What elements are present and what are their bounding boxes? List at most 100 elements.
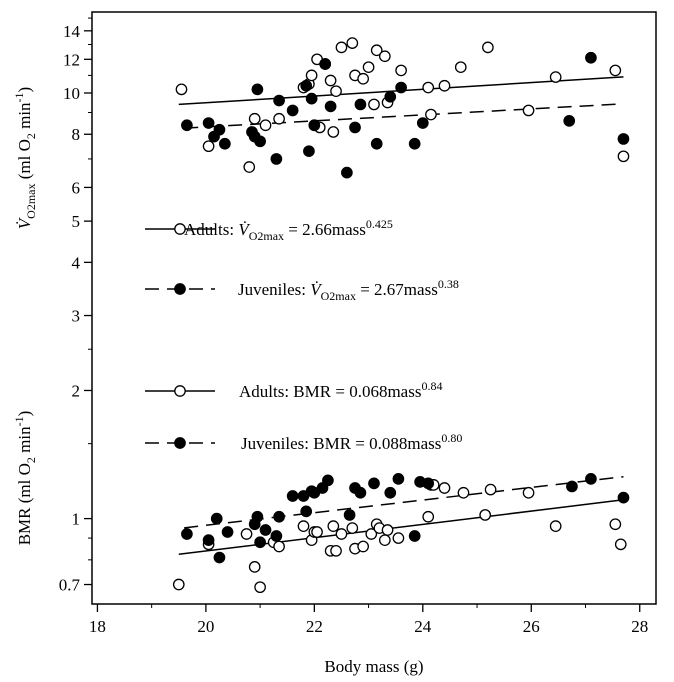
filled-point	[354, 486, 367, 499]
fit-line	[178, 499, 624, 556]
filled-point	[585, 51, 597, 64]
open-point	[549, 520, 562, 532]
fit-line	[184, 475, 624, 529]
filled-point	[273, 94, 285, 107]
filled-point	[303, 145, 315, 158]
filled-point	[254, 536, 266, 549]
filled-point	[286, 490, 299, 502]
open-point	[175, 83, 188, 96]
filled-point	[392, 472, 405, 485]
open-point	[324, 74, 337, 87]
open-point	[395, 64, 407, 77]
y-tick-label: 5	[72, 212, 81, 231]
open-point	[243, 161, 256, 173]
open-point	[484, 483, 497, 496]
filled-point	[341, 166, 353, 179]
open-point	[454, 61, 467, 74]
legend-entry: Adults: V̇O2max = 2.66mass0.425	[184, 217, 393, 243]
open-point	[335, 528, 348, 540]
open-point	[378, 534, 391, 546]
axis-labels: Body mass (g) V̇O2max (ml O2 min-1) BMR (m…	[12, 87, 424, 676]
y-tick-label: 2	[72, 381, 81, 400]
open-point	[609, 518, 622, 531]
x-tick-label: 22	[306, 617, 323, 636]
open-point	[368, 98, 380, 111]
filled-point	[324, 100, 337, 113]
open-point	[381, 524, 394, 536]
filled-point	[273, 510, 285, 523]
open-point	[422, 510, 435, 523]
legend: Adults: V̇O2max = 2.66mass0.425 Juveniles…	[145, 217, 462, 453]
filled-point	[563, 115, 576, 127]
y-tick-label: 14	[63, 22, 81, 41]
filled-point	[617, 491, 630, 504]
x-tick-label: 28	[631, 617, 648, 636]
open-point	[438, 482, 451, 494]
filled-point	[368, 477, 380, 490]
y-tick-label: 0.7	[59, 576, 81, 595]
filled-point	[370, 137, 383, 150]
filled-point	[181, 119, 193, 132]
filled-point	[308, 119, 321, 132]
y-tick-label: 10	[63, 84, 80, 103]
x-tick-label: 20	[197, 617, 214, 636]
open-point	[327, 520, 340, 532]
open-point	[438, 79, 451, 92]
x-axis-label: Body mass (g)	[324, 657, 423, 676]
open-point	[617, 150, 630, 163]
legend-marker	[174, 223, 186, 235]
filled-point	[395, 81, 407, 94]
filled-point	[251, 510, 264, 523]
open-point	[254, 581, 266, 594]
filled-point	[219, 137, 231, 150]
filled-point	[286, 104, 299, 117]
data-points	[172, 37, 630, 594]
y-tick-label: 8	[72, 125, 81, 144]
open-point	[614, 538, 627, 551]
filled-point	[221, 526, 234, 538]
y-tick-label: 12	[63, 50, 80, 69]
y-tick-label: 4	[72, 253, 81, 272]
filled-point	[270, 530, 283, 542]
filled-point	[202, 117, 215, 129]
filled-point	[259, 524, 272, 536]
filled-point	[202, 534, 215, 546]
open-point	[457, 486, 470, 499]
filled-point	[617, 133, 630, 145]
open-point	[357, 540, 370, 553]
legend-entry: Juveniles: V̇O2max = 2.67mass0.38	[238, 277, 459, 303]
y-tick-label: 3	[72, 307, 81, 326]
open-point	[240, 528, 253, 540]
filled-point	[210, 512, 223, 525]
legend-marker	[174, 283, 186, 295]
open-point	[378, 50, 391, 63]
open-point	[357, 72, 370, 85]
open-point	[330, 544, 342, 557]
filled-point	[354, 98, 367, 111]
filled-point	[408, 137, 421, 150]
legend-entry: Adults: BMR = 0.068mass0.84	[239, 379, 442, 401]
open-point	[365, 528, 378, 540]
open-point	[335, 41, 348, 54]
open-point	[392, 532, 405, 544]
open-point	[172, 578, 185, 591]
open-point	[425, 108, 437, 121]
y-axis-label-top: V̇O2max (ml O2 min-1)	[12, 87, 38, 229]
filled-point	[300, 505, 313, 518]
open-point	[259, 119, 272, 132]
filled-point	[422, 477, 435, 490]
filled-point	[322, 474, 334, 487]
filled-point	[181, 528, 193, 540]
filled-point	[408, 530, 421, 542]
y-axis-label-bottom: BMR (ml O2 min-1)	[12, 411, 38, 546]
filled-point	[585, 472, 597, 485]
filled-point	[251, 83, 264, 96]
fit-line	[184, 103, 624, 129]
open-point	[362, 61, 375, 74]
open-point	[273, 540, 285, 553]
open-point	[422, 81, 435, 94]
filled-point	[213, 123, 226, 136]
filled-point	[270, 153, 283, 165]
filled-point	[349, 121, 361, 134]
